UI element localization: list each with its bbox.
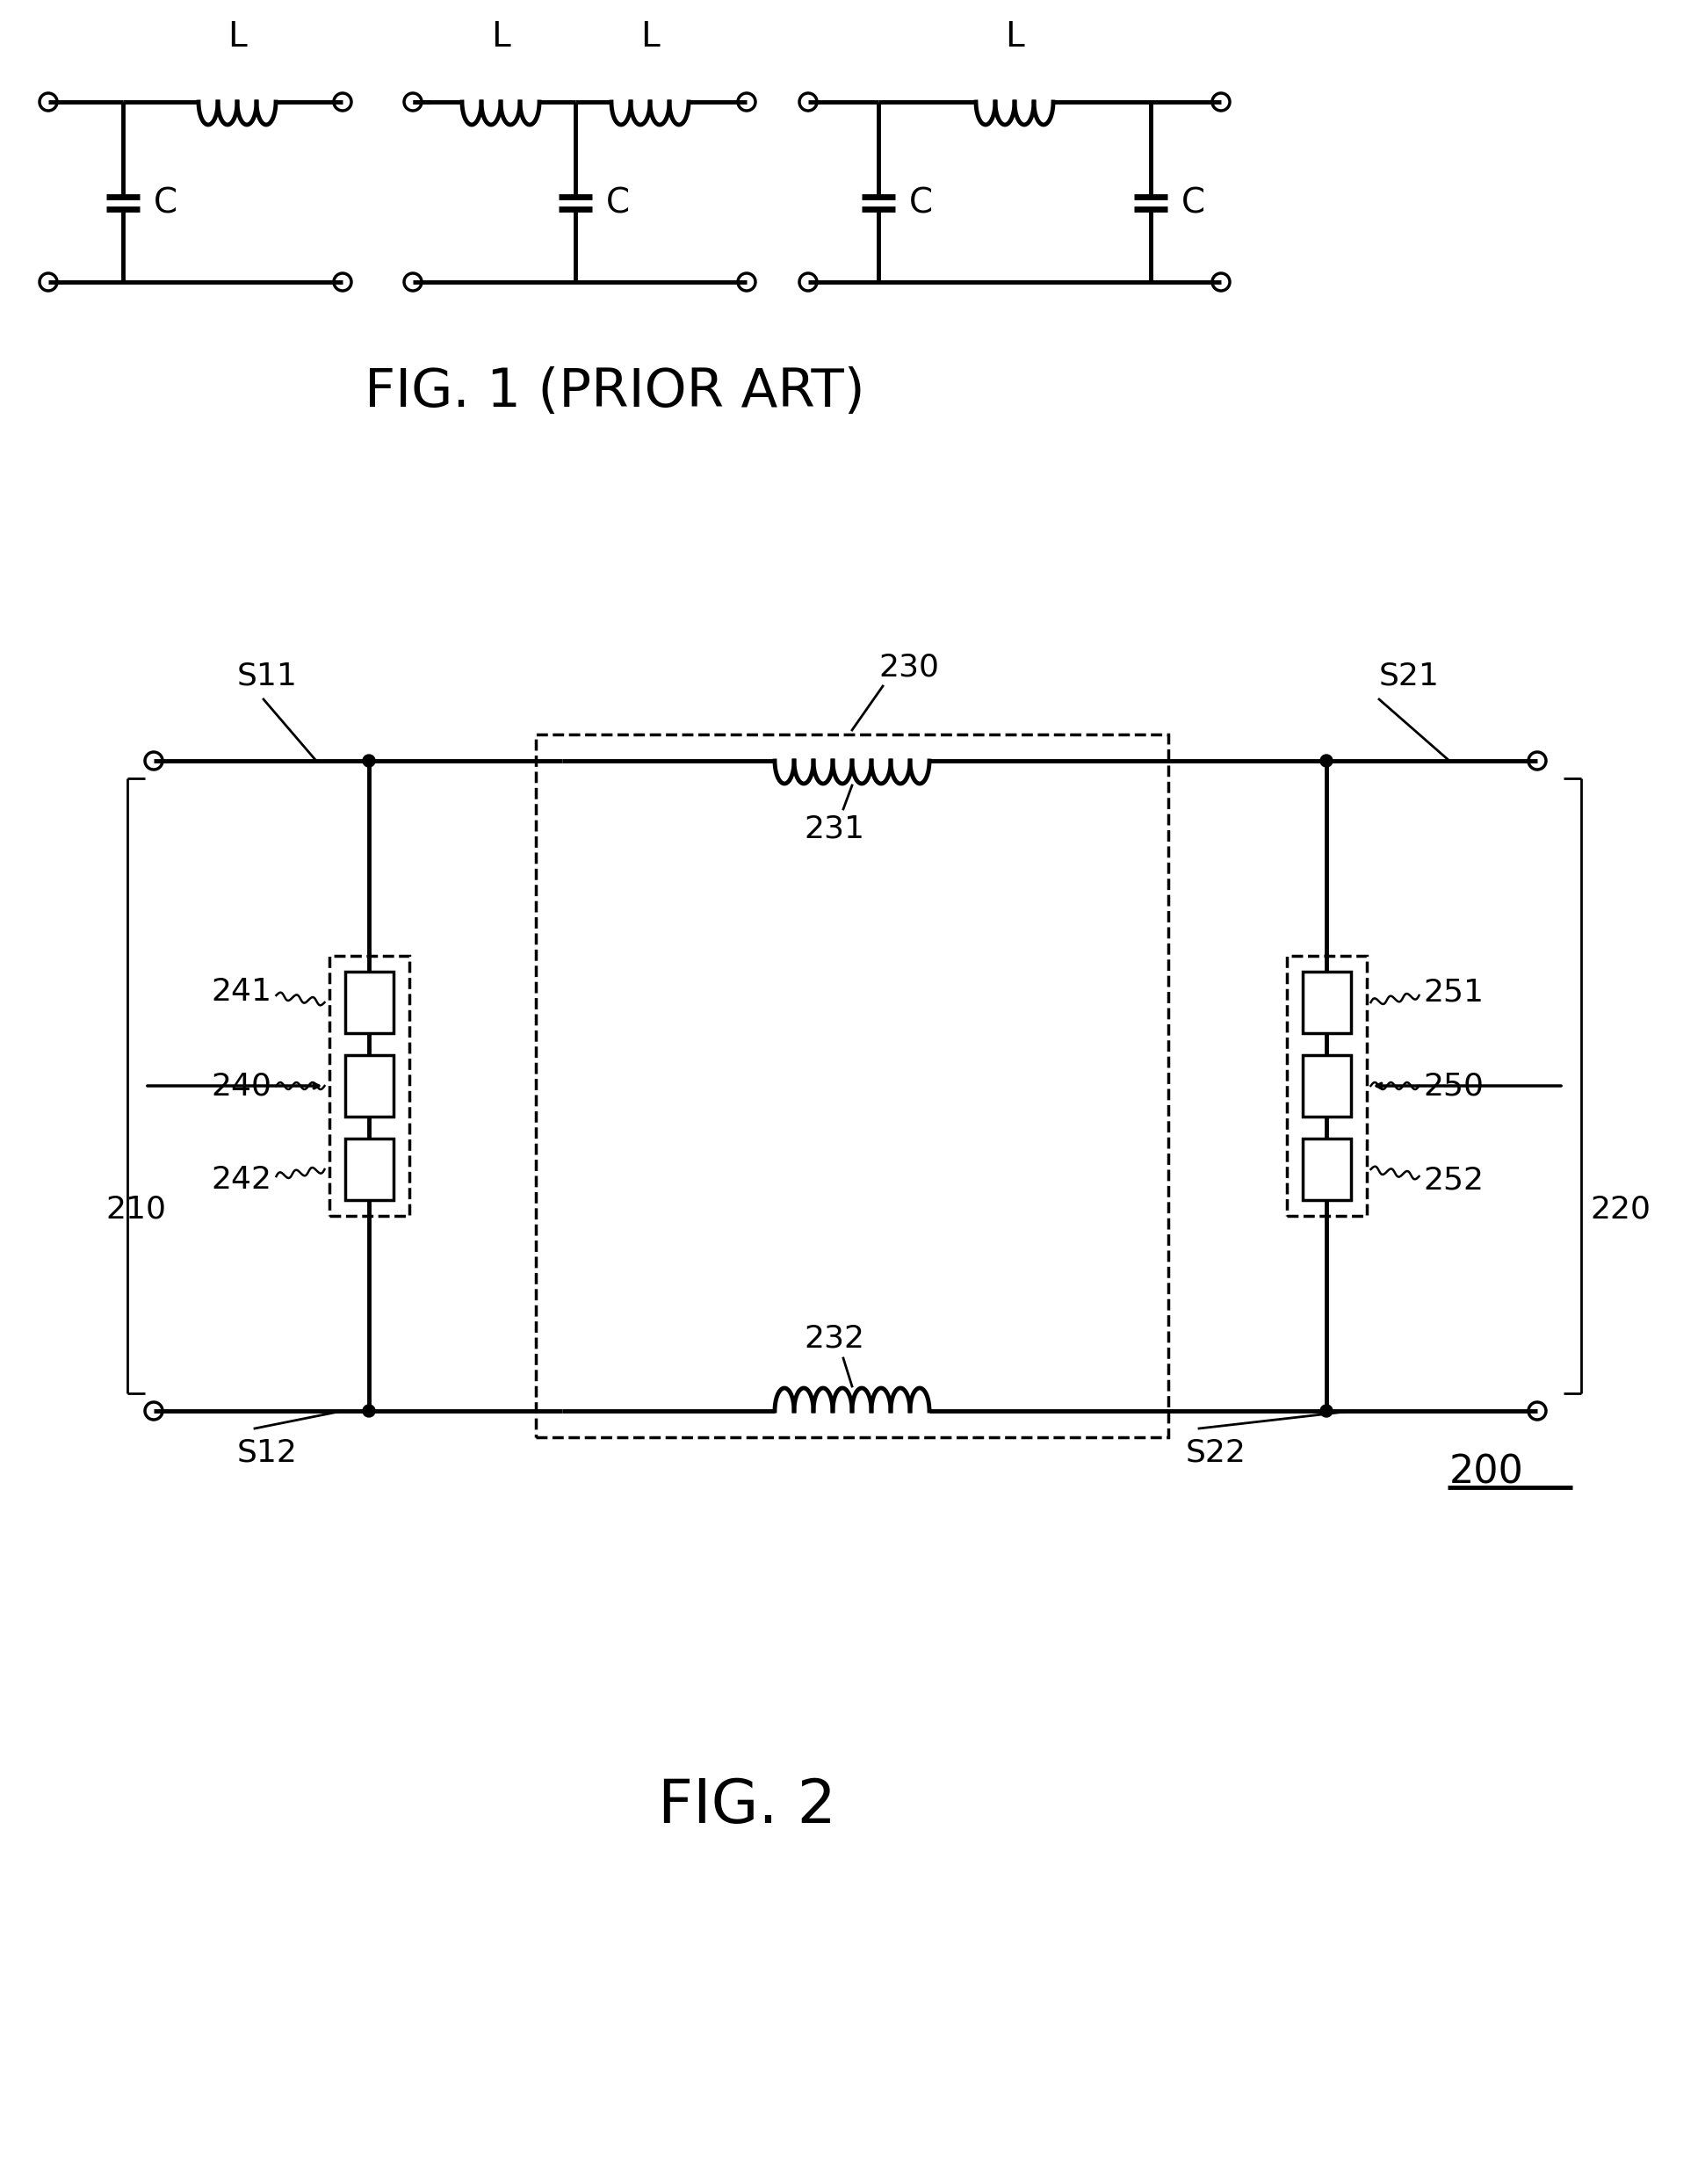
Text: L: L (228, 20, 247, 55)
Bar (344, 972, 394, 1033)
Circle shape (1320, 756, 1333, 767)
Text: S11: S11 (237, 660, 298, 690)
Bar (344, 1138, 394, 1199)
Text: 231: 231 (805, 812, 864, 843)
Bar (1303, 1055, 1350, 1116)
Text: 232: 232 (805, 1324, 864, 1354)
Text: 210: 210 (106, 1195, 165, 1223)
Text: C: C (909, 186, 933, 221)
Bar (535, 734, 1168, 1437)
Text: FIG. 2: FIG. 2 (658, 1778, 835, 1837)
Text: L: L (491, 20, 510, 55)
Text: 252: 252 (1424, 1164, 1483, 1195)
Circle shape (363, 756, 375, 767)
Text: S21: S21 (1379, 660, 1439, 690)
Text: 251: 251 (1424, 976, 1483, 1007)
Text: 250: 250 (1424, 1070, 1483, 1101)
Bar (1303, 1138, 1350, 1199)
Text: C: C (153, 186, 177, 221)
Bar (329, 957, 409, 1216)
Text: 230: 230 (878, 651, 939, 681)
Text: S22: S22 (1187, 1437, 1246, 1468)
Text: C: C (1182, 186, 1205, 221)
Circle shape (1320, 1404, 1333, 1417)
Text: L: L (641, 20, 660, 55)
Text: C: C (605, 186, 629, 221)
Text: L: L (1004, 20, 1025, 55)
Bar (1303, 972, 1350, 1033)
Text: 241: 241 (211, 976, 271, 1007)
Text: S12: S12 (237, 1437, 298, 1468)
Text: FIG. 1 (PRIOR ART): FIG. 1 (PRIOR ART) (365, 367, 864, 417)
Bar (344, 1055, 394, 1116)
Text: 240: 240 (211, 1070, 271, 1101)
Text: 220: 220 (1591, 1195, 1650, 1223)
Circle shape (363, 1404, 375, 1417)
Text: 200: 200 (1449, 1455, 1524, 1492)
Bar (1287, 957, 1366, 1216)
Text: 242: 242 (211, 1164, 271, 1195)
